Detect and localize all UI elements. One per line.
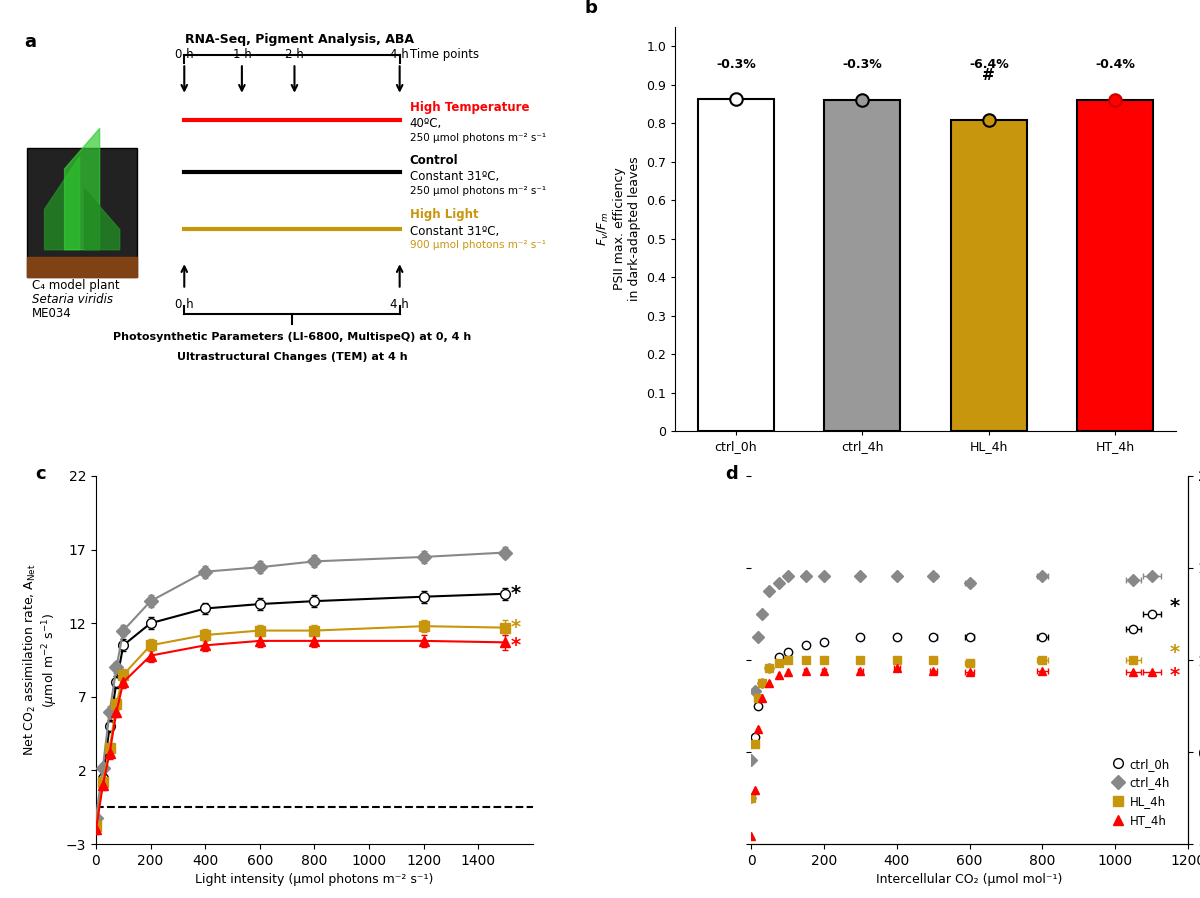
Text: -0.3%: -0.3% bbox=[716, 58, 756, 71]
FancyBboxPatch shape bbox=[26, 148, 137, 277]
Text: *: * bbox=[511, 618, 521, 637]
Text: RNA-Seq, Pigment Analysis, ABA: RNA-Seq, Pigment Analysis, ABA bbox=[185, 33, 414, 46]
Text: Constant 31ºC,: Constant 31ºC, bbox=[409, 170, 499, 183]
Text: High Temperature: High Temperature bbox=[409, 101, 529, 114]
Y-axis label: Net CO$_2$ assimilation rate, A$_\mathregular{Net}$
($\mu$mol m$^{-2}$ s$^{-1}$): Net CO$_2$ assimilation rate, A$_\mathre… bbox=[22, 564, 60, 756]
Bar bbox=[1078, 100, 1153, 431]
Text: 40ºC,: 40ºC, bbox=[409, 118, 442, 130]
Text: Control: Control bbox=[409, 154, 458, 167]
Text: *: * bbox=[511, 636, 521, 655]
Text: 0 h: 0 h bbox=[175, 298, 193, 311]
Text: *: * bbox=[1170, 597, 1180, 616]
Text: #: # bbox=[983, 67, 995, 83]
Text: b: b bbox=[584, 0, 598, 17]
Text: 250 μmol photons m⁻² s⁻¹: 250 μmol photons m⁻² s⁻¹ bbox=[409, 133, 546, 143]
Text: -6.4%: -6.4% bbox=[968, 58, 1009, 71]
Bar bbox=[824, 100, 900, 431]
Text: 0 h: 0 h bbox=[175, 48, 193, 61]
Text: *: * bbox=[1170, 643, 1180, 662]
Text: 4 h: 4 h bbox=[390, 48, 409, 61]
Y-axis label: $F_v/F_m$
PSII max. efficiency
in dark-adapted leaves: $F_v/F_m$ PSII max. efficiency in dark-a… bbox=[595, 156, 641, 302]
Text: Photosynthetic Parameters (LI-6800, MultispeQ) at 0, 4 h: Photosynthetic Parameters (LI-6800, Mult… bbox=[113, 332, 472, 342]
Bar bbox=[698, 99, 774, 431]
Text: C₄ model plant: C₄ model plant bbox=[31, 279, 119, 292]
Text: Time points: Time points bbox=[409, 48, 479, 61]
Text: *: * bbox=[511, 585, 521, 603]
Text: c: c bbox=[35, 465, 46, 483]
X-axis label: Intercellular CO₂ (μmol mol⁻¹): Intercellular CO₂ (μmol mol⁻¹) bbox=[876, 874, 1063, 886]
Text: 1 h: 1 h bbox=[233, 48, 251, 61]
Bar bbox=[950, 119, 1027, 431]
Text: Constant 31ºC,: Constant 31ºC, bbox=[409, 224, 499, 237]
X-axis label: Light intensity (μmol photons m⁻² s⁻¹): Light intensity (μmol photons m⁻² s⁻¹) bbox=[196, 874, 433, 886]
Text: ME034: ME034 bbox=[31, 307, 71, 321]
Text: High Light: High Light bbox=[409, 208, 479, 221]
Text: 250 μmol photons m⁻² s⁻¹: 250 μmol photons m⁻² s⁻¹ bbox=[409, 186, 546, 196]
Text: 2 h: 2 h bbox=[286, 48, 304, 61]
Text: a: a bbox=[24, 33, 36, 51]
Text: Ultrastructural Changes (TEM) at 4 h: Ultrastructural Changes (TEM) at 4 h bbox=[176, 352, 407, 362]
Text: d: d bbox=[725, 465, 738, 483]
Text: -0.3%: -0.3% bbox=[842, 58, 882, 71]
Text: 4 h: 4 h bbox=[390, 298, 409, 311]
Text: -0.4%: -0.4% bbox=[1096, 58, 1135, 71]
Text: Setaria viridis: Setaria viridis bbox=[31, 294, 113, 306]
Text: *: * bbox=[1170, 666, 1180, 685]
Legend: ctrl_0h, ctrl_4h, HL_4h, HT_4h: ctrl_0h, ctrl_4h, HL_4h, HT_4h bbox=[1108, 754, 1174, 831]
Text: 900 μmol photons m⁻² s⁻¹: 900 μmol photons m⁻² s⁻¹ bbox=[409, 240, 546, 251]
